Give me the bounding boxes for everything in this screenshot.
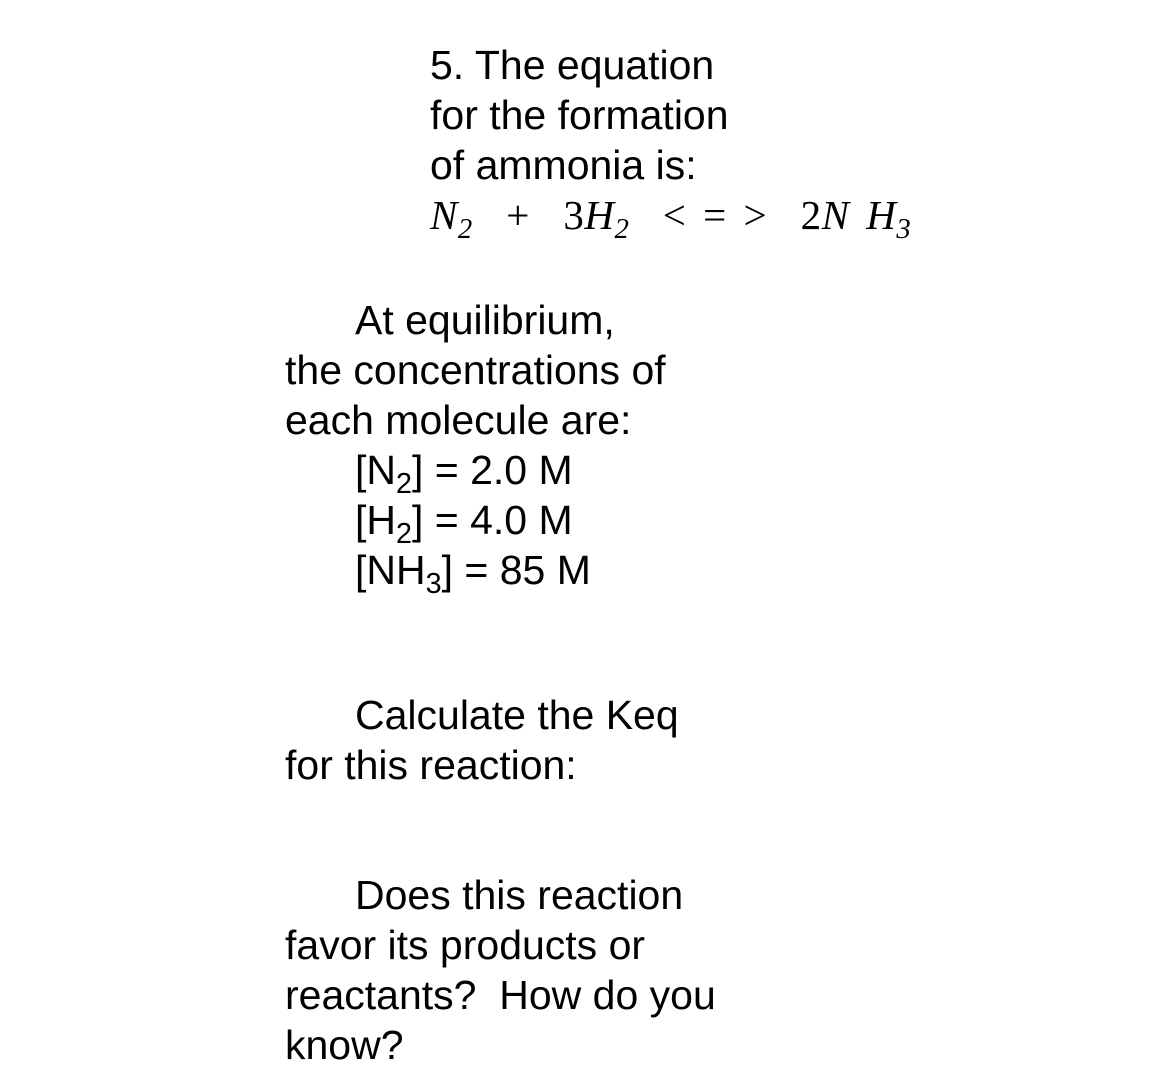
eq-lhs1-base: N [430, 192, 458, 238]
problem-page: 5. The equation for the formation of amm… [0, 0, 1170, 1087]
concentration-nh3: [NH3] = 85 M [355, 545, 905, 595]
intro-line-1: 5. The equation [430, 40, 1150, 90]
conc-n2-sym: N [366, 447, 396, 493]
conc-nh3-sub: 3 [426, 568, 442, 600]
chemical-equation: N2 + 3H2 < = > 2N H3 [430, 190, 1150, 240]
q2-line-4: know? [285, 1020, 905, 1070]
intro-line-2: for the formation [430, 90, 1150, 140]
eq-lhs2-sub: 2 [614, 213, 629, 245]
eq-rhs-base: N H [822, 192, 897, 238]
conc-nh3-val: 85 M [500, 547, 591, 593]
conc-h2-sym: H [366, 497, 396, 543]
problem-number: 5. [430, 42, 464, 88]
favor-question-block: Does this reaction favor its products or… [285, 870, 905, 1070]
keq-question-block: Calculate the Keq for this reaction: [285, 690, 905, 790]
q1-line-2: for this reaction: [285, 740, 905, 790]
eq-rhs-sub: 3 [896, 213, 911, 245]
eq-lhs2-base: H [584, 192, 614, 238]
q2-line-2: favor its products or [285, 920, 905, 970]
eq-lhs1-sub: 2 [458, 213, 473, 245]
eq-intro-line-2: the concentrations of [285, 345, 905, 395]
eq-intro-line-3: each molecule are: [285, 395, 905, 445]
concentration-n2: [N2] = 2.0 M [355, 445, 905, 495]
equilibrium-block: At equilibrium, the concentrations of ea… [285, 295, 905, 595]
eq-plus: + [506, 192, 530, 238]
conc-n2-val: 2.0 M [470, 447, 573, 493]
concentration-h2: [H2] = 4.0 M [355, 495, 905, 545]
eq-rhs-coef: 2 [801, 192, 822, 238]
q2-line-1: Does this reaction [285, 870, 905, 920]
conc-nh3-sym: NH [366, 547, 425, 593]
intro-line-3: of ammonia is: [430, 140, 1150, 190]
q2-line-3: reactants? How do you [285, 970, 905, 1020]
conc-h2-val: 4.0 M [470, 497, 573, 543]
intro-block: 5. The equation for the formation of amm… [430, 40, 1150, 240]
eq-arrow: < = > [663, 192, 767, 238]
eq-lhs2-coef: 3 [563, 192, 584, 238]
q1-line-1: Calculate the Keq [285, 690, 905, 740]
intro-text-1: The equation [475, 42, 714, 88]
eq-intro-line-1: At equilibrium, [285, 295, 905, 345]
